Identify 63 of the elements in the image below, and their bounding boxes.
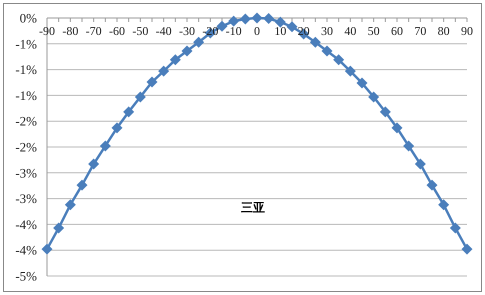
point [392,122,402,134]
point [344,66,356,77]
x-tick-label: 60 [391,24,403,38]
y-tick-label: -5% [15,268,38,284]
point [64,199,76,210]
y-tick-label: -4% [15,216,38,232]
point [322,46,332,57]
y-tick-label: -1% [15,88,38,103]
point [356,78,368,89]
y-tick-label: -2% [15,140,38,154]
point [182,46,192,57]
point [426,180,438,191]
x-tick-label: -60 [109,24,125,38]
y-tick-label: -4% [15,242,38,258]
point [252,12,262,24]
x-tick-label: 70 [414,24,426,38]
point [380,106,391,118]
point [158,66,170,77]
point [42,244,52,255]
point [368,91,380,102]
x-tick-label: 40 [344,24,356,38]
point [263,13,274,24]
point [450,222,461,234]
x-tick-label: -50 [132,24,148,38]
point [403,140,414,152]
x-tick-label: -80 [62,24,78,38]
y-tick-label: -1% [15,62,38,78]
x-tick-label: 90 [461,24,473,38]
x-tick-label: -30 [179,24,195,38]
point [228,16,240,27]
y-tick-label: -3% [15,165,38,180]
point [414,158,426,170]
point [274,16,286,28]
point [310,36,321,48]
x-tick-label: 30 [321,24,333,38]
point [88,158,100,170]
point [438,199,450,210]
point [146,76,158,88]
x-tick-label: -10 [226,24,242,38]
point [53,222,64,234]
y-tick-label: -3% [15,191,38,206]
x-tick-label: 10 [274,24,286,38]
x-tick-label: 80 [438,24,450,38]
point [462,244,472,255]
y-tick-label: 0% [20,10,38,26]
point [240,14,251,25]
y-tick-label: -1% [15,36,38,52]
point [123,106,134,118]
point [286,21,298,32]
point [100,140,111,152]
x-tick-label: 50 [368,24,380,38]
point [170,54,181,66]
x-tick-label: -90 [39,24,55,38]
point [112,122,122,134]
y-tick-label: -2% [15,114,38,129]
point [193,36,204,48]
x-tick-label: -40 [156,24,172,38]
x-tick-label: 0 [254,24,260,38]
annotation: 三亚 [241,200,265,214]
point [134,91,146,102]
point [333,54,344,66]
point [76,180,88,191]
x-tick-label: -70 [86,24,102,38]
